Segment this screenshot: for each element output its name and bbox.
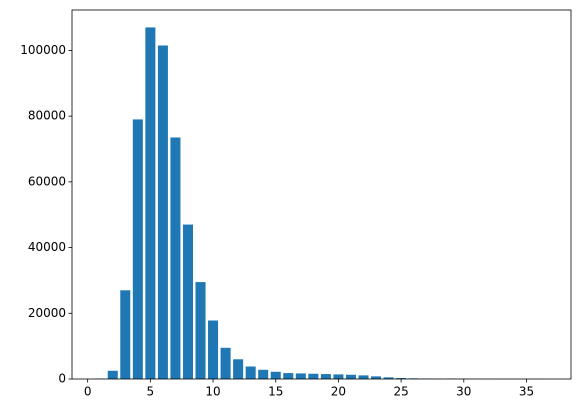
bar bbox=[120, 290, 131, 379]
x-tick-label: 30 bbox=[456, 385, 471, 399]
x-tick-label: 0 bbox=[84, 385, 92, 399]
y-tick-label: 40000 bbox=[28, 240, 66, 254]
bar bbox=[182, 224, 193, 379]
x-tick-label: 20 bbox=[331, 385, 346, 399]
y-tick-label: 100000 bbox=[20, 43, 66, 57]
bar bbox=[258, 369, 269, 379]
bar bbox=[270, 371, 281, 379]
bar bbox=[383, 377, 394, 379]
bar bbox=[107, 370, 118, 379]
bar bbox=[396, 378, 407, 379]
bar bbox=[295, 373, 306, 379]
y-tick-label: 20000 bbox=[28, 306, 66, 320]
x-tick-label: 35 bbox=[519, 385, 534, 399]
bar bbox=[358, 375, 369, 379]
bar bbox=[220, 347, 231, 379]
bar bbox=[320, 374, 331, 379]
y-tick-label: 80000 bbox=[28, 109, 66, 123]
y-tick-label: 0 bbox=[58, 372, 66, 386]
bar bbox=[371, 376, 382, 379]
bar bbox=[245, 366, 256, 379]
x-tick-label: 15 bbox=[268, 385, 283, 399]
bar bbox=[157, 45, 168, 379]
x-tick-label: 10 bbox=[205, 385, 220, 399]
bar bbox=[345, 374, 356, 379]
bar bbox=[233, 359, 244, 379]
plot-frame bbox=[71, 9, 572, 380]
bar bbox=[333, 374, 344, 379]
bar bbox=[283, 373, 294, 379]
bar bbox=[208, 320, 219, 379]
bar bbox=[195, 282, 206, 379]
bar bbox=[170, 137, 181, 379]
bar bbox=[308, 373, 319, 379]
x-tick-label: 5 bbox=[147, 385, 155, 399]
y-tick-label: 60000 bbox=[28, 174, 66, 188]
bar bbox=[145, 27, 156, 380]
bar bbox=[132, 119, 143, 379]
x-tick-label: 25 bbox=[393, 385, 408, 399]
